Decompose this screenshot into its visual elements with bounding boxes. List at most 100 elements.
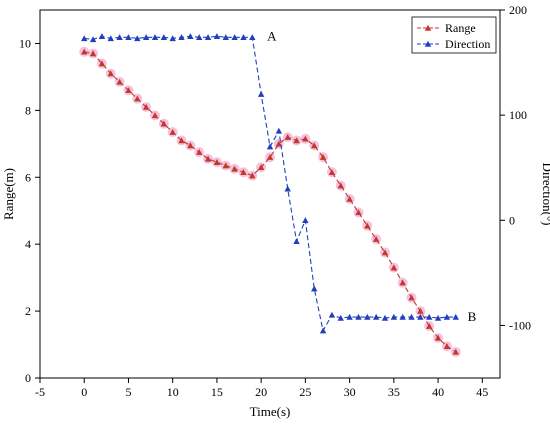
x-tick-label: 5 — [125, 385, 131, 399]
direction-point — [319, 327, 327, 334]
range-point — [240, 169, 247, 175]
range-point — [372, 235, 380, 242]
plot-marks — [79, 33, 461, 357]
direction-point — [443, 313, 451, 320]
direction-point — [355, 313, 362, 320]
direction-point — [381, 314, 389, 321]
direction-point — [372, 313, 380, 320]
x-tick-label: 40 — [432, 385, 444, 399]
range-point — [381, 249, 389, 256]
direction-point — [346, 313, 353, 320]
direction-point — [125, 34, 132, 41]
y-right-tick-label: -100 — [509, 318, 531, 332]
range-point — [116, 78, 123, 85]
direction-point — [213, 33, 221, 40]
range-point — [98, 60, 106, 67]
direction-point — [408, 313, 415, 320]
x-tick-label: 20 — [255, 385, 267, 399]
legend-symbol-direction — [417, 40, 439, 47]
range-point — [293, 137, 300, 144]
range-point — [355, 209, 362, 216]
range-point — [249, 172, 256, 179]
annotation-b: B — [468, 309, 477, 324]
legend-label-direction: Direction — [445, 37, 490, 51]
range-point — [390, 264, 398, 271]
range-point — [213, 159, 221, 165]
direction-point — [204, 34, 212, 41]
range-point — [169, 128, 176, 135]
range-point — [222, 162, 229, 169]
direction-point — [107, 35, 114, 42]
direction-point — [434, 314, 442, 321]
direction-point — [160, 34, 168, 41]
direction-point — [81, 35, 88, 42]
legend-symbol-range — [417, 24, 439, 31]
direction-point — [98, 33, 106, 40]
y-left-tick-label: 0 — [25, 371, 31, 385]
direction-point — [302, 217, 309, 224]
x-tick-label: 15 — [211, 385, 223, 399]
range-point — [204, 155, 212, 162]
range-point — [319, 154, 327, 160]
legend-triangle — [424, 24, 432, 31]
direction-point — [452, 313, 459, 320]
range-point — [426, 322, 433, 329]
range-point — [364, 222, 371, 229]
direction-point — [328, 311, 336, 318]
legend-label-range: Range — [445, 21, 476, 35]
x-axis-title: Time(s) — [250, 404, 291, 419]
range-point — [302, 135, 309, 142]
y-right-axis-title: Direction(°) — [540, 163, 550, 226]
legend-box — [411, 16, 497, 54]
x-tick-label: -5 — [35, 385, 45, 399]
range-point — [328, 169, 336, 175]
range-point — [434, 334, 442, 341]
direction-point — [142, 34, 150, 41]
direction-point — [169, 35, 176, 42]
range-point — [408, 294, 415, 301]
direction-point — [426, 313, 433, 320]
direction-point — [293, 238, 300, 245]
range-point — [443, 343, 451, 349]
legend-triangle — [424, 40, 432, 47]
y-left-axis-title: Range(m) — [1, 168, 16, 220]
range-point — [284, 133, 291, 140]
y-right-tick-label: 0 — [509, 213, 515, 227]
x-tick-label: 10 — [167, 385, 179, 399]
range-point — [257, 164, 265, 170]
direction-point — [275, 127, 283, 134]
axis-ticks: -5 0 5 10 15 20 25 30 35 40 45 0 2 4 6 8 10 -100 0 100 200 — [19, 3, 531, 399]
range-point — [196, 148, 203, 155]
direction-point — [266, 143, 274, 150]
direction-point — [134, 35, 141, 42]
x-tick-label: 35 — [388, 385, 400, 399]
direction-point — [364, 313, 371, 320]
plot-frame — [39, 9, 501, 379]
range-point — [417, 307, 424, 314]
direction-point — [311, 285, 318, 292]
direction-point — [249, 34, 256, 41]
x-tick-label: 30 — [344, 385, 356, 399]
range-point — [89, 50, 97, 57]
direction-point — [222, 34, 229, 41]
range-point — [178, 137, 185, 144]
range-point — [81, 48, 88, 55]
range-point — [187, 142, 194, 149]
direction-point — [116, 34, 123, 41]
direction-point — [231, 34, 238, 41]
annotation-a: A — [267, 28, 277, 43]
y-left-tick-label: 6 — [25, 170, 31, 184]
direction-point — [337, 314, 344, 321]
legend: Range Direction — [411, 16, 497, 54]
direction-point — [399, 313, 406, 320]
direction-point — [196, 34, 203, 41]
range-point — [452, 348, 459, 355]
range-point — [125, 87, 132, 94]
range-point — [311, 142, 318, 149]
range-point — [337, 182, 344, 189]
range-halo-group — [79, 46, 461, 357]
range-point — [266, 154, 274, 160]
range-point — [231, 165, 238, 172]
range-point — [346, 195, 353, 202]
